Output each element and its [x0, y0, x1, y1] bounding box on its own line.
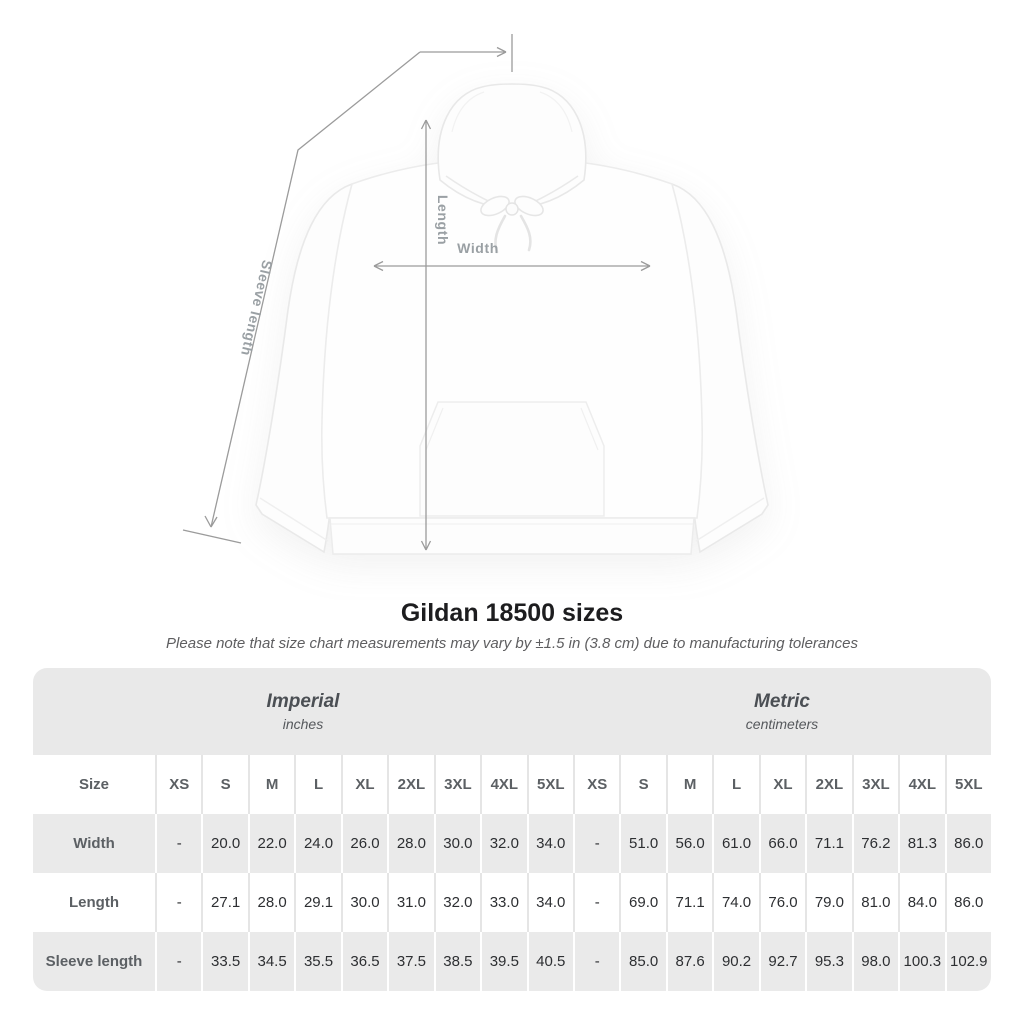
table-cell: -: [155, 932, 202, 991]
table-cell: 84.0: [898, 873, 945, 932]
table-cell: 79.0: [805, 873, 852, 932]
table-cell: 87.6: [665, 932, 713, 991]
table-cell: 30.0: [433, 814, 481, 873]
column-header: XL: [340, 755, 388, 814]
table-cell: -: [155, 814, 202, 873]
imperial-unit-label: inches: [282, 716, 324, 732]
page-title: Gildan 18500 sizes: [400, 599, 624, 627]
column-header: 2XL: [387, 755, 434, 814]
table-cell: 39.5: [480, 932, 527, 991]
table-cell: 34.5: [247, 932, 295, 991]
table-cell: 28.0: [387, 814, 434, 873]
table-cell: 76.0: [758, 873, 806, 932]
sleeve-length-label: Sleeve length: [238, 259, 276, 358]
column-header: 4XL: [480, 755, 527, 814]
unit-header-band: Imperial inches Metric centimeters: [33, 668, 991, 755]
table-cell: 74.0: [712, 873, 759, 932]
table-cell: -: [572, 814, 620, 873]
table-cell: -: [572, 873, 620, 932]
table-cell: 37.5: [387, 932, 434, 991]
table-cell: -: [572, 932, 620, 991]
column-header: 3XL: [433, 755, 481, 814]
table-cell: 85.0: [619, 932, 666, 991]
column-header: 5XL: [526, 755, 573, 814]
imperial-section-header: Imperial inches: [33, 668, 573, 755]
table-cell: 86.0: [944, 814, 991, 873]
width-arrow: [373, 260, 651, 272]
table-cell: 95.3: [805, 932, 852, 991]
table-cell: 71.1: [665, 873, 713, 932]
column-header: 3XL: [851, 755, 899, 814]
column-header: M: [247, 755, 295, 814]
column-header: S: [619, 755, 666, 814]
table-cell: 76.2: [851, 814, 899, 873]
column-header: 2XL: [805, 755, 852, 814]
column-header: XL: [758, 755, 806, 814]
table-cell: 24.0: [294, 814, 341, 873]
length-arrow: [420, 119, 432, 551]
table-cell: 100.3: [898, 932, 945, 991]
column-header: L: [294, 755, 341, 814]
table-cell: 51.0: [619, 814, 666, 873]
table-cell: 61.0: [712, 814, 759, 873]
table-cell: -: [155, 873, 202, 932]
drawstring-bow: [480, 195, 544, 254]
table-cell: 36.5: [340, 932, 388, 991]
size-table: Imperial inches Metric centimeters Size …: [33, 668, 991, 991]
column-header: S: [201, 755, 248, 814]
table-cell: 33.5: [201, 932, 248, 991]
tolerance-note: Please note that size chart measurements…: [166, 635, 858, 652]
table-cell: 90.2: [712, 932, 759, 991]
table-cell: 81.0: [851, 873, 899, 932]
table-cell: 26.0: [340, 814, 388, 873]
table-cell: 69.0: [619, 873, 666, 932]
column-header: L: [712, 755, 759, 814]
hoodie-illustration: [255, 83, 769, 555]
metric-label: Metric: [754, 691, 810, 712]
column-header: XS: [155, 755, 202, 814]
table-cell: 81.3: [898, 814, 945, 873]
table-cell: 28.0: [247, 873, 295, 932]
table-cell: 33.0: [480, 873, 527, 932]
table-cell: 66.0: [758, 814, 806, 873]
column-header: 4XL: [898, 755, 945, 814]
column-header: M: [665, 755, 713, 814]
table-cell: 32.0: [433, 873, 481, 932]
hoodie-diagram-svg: Sleeve length Length Width: [182, 34, 769, 555]
table-cell: 71.1: [805, 814, 852, 873]
metric-unit-label: centimeters: [745, 716, 819, 732]
row-label: Sleeve length: [33, 932, 155, 991]
table-cell: 20.0: [201, 814, 248, 873]
row-label: Width: [33, 814, 155, 873]
table-cell: 30.0: [340, 873, 388, 932]
table-cell: 56.0: [665, 814, 713, 873]
table-cell: 34.0: [526, 873, 573, 932]
sleeve-length-arrow: [182, 34, 513, 544]
table-cell: 102.9: [944, 932, 991, 991]
table-cell: 31.0: [387, 873, 434, 932]
table-cell: 38.5: [433, 932, 481, 991]
metric-section-header: Metric centimeters: [573, 668, 991, 755]
table-cell: 40.5: [526, 932, 573, 991]
table-cell: 27.1: [201, 873, 248, 932]
width-label: Width: [457, 240, 499, 256]
column-header: XS: [572, 755, 620, 814]
table-cell: 22.0: [247, 814, 295, 873]
table-cell: 86.0: [944, 873, 991, 932]
table-cell: 34.0: [526, 814, 573, 873]
table-cell: 35.5: [294, 932, 341, 991]
table-cell: 32.0: [480, 814, 527, 873]
table-cell: 29.1: [294, 873, 341, 932]
column-header: 5XL: [944, 755, 991, 814]
imperial-label: Imperial: [266, 691, 340, 712]
table-cell: 98.0: [851, 932, 899, 991]
hoodie-measurement-diagram: Sleeve length Length Width: [182, 34, 769, 555]
table-cell: 92.7: [758, 932, 806, 991]
length-label: Length: [435, 195, 451, 245]
size-column-header: Size: [33, 755, 155, 814]
row-label: Length: [33, 873, 155, 932]
